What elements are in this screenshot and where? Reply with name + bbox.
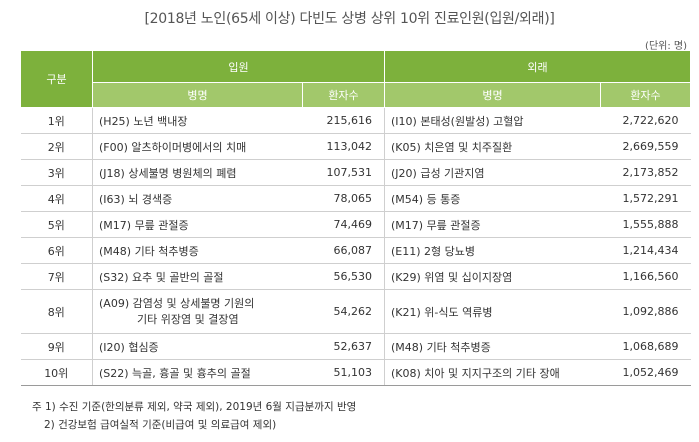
outpatient-disease-cell: (M48) 기타 척추병증 — [384, 333, 601, 360]
inpatient-count-cell: 78,065 — [302, 185, 385, 212]
disease-ranking-table: 구분 입원 외래 병명 환자수 병명 환자수 1위 (H25) 노년 백내장 2… — [20, 50, 691, 386]
outpatient-count-cell: 1,214,434 — [600, 237, 691, 264]
inpatient-header: 입원 — [92, 50, 385, 83]
inpatient-disease-cell: (A09) 감염성 및 상세불명 기원의 기타 위장염 및 결장염 — [92, 289, 303, 334]
inpatient-disease-cell: (M17) 무릎 관절증 — [92, 211, 303, 238]
outpatient-count-cell: 1,572,291 — [600, 185, 691, 212]
inpatient-disease-cell: (I63) 뇌 경색증 — [92, 185, 303, 212]
inpatient-count-cell: 51,103 — [302, 359, 385, 386]
outpatient-count-cell: 2,722,620 — [600, 107, 691, 134]
inpatient-count-cell: 52,637 — [302, 333, 385, 360]
rank-cell: 6위 — [20, 237, 93, 264]
table-row: 9위 (I20) 협심증 52,637 (M48) 기타 척추병증 1,068,… — [20, 333, 691, 360]
outpatient-disease-cell: (J20) 급성 기관지염 — [384, 159, 601, 186]
outpatient-disease-header: 병명 — [384, 82, 601, 108]
inpatient-disease-cell: (S22) 늑골, 흉골 및 흉추의 골절 — [92, 359, 303, 386]
rank-cell: 1위 — [20, 107, 93, 134]
inpatient-count-cell: 56,530 — [302, 263, 385, 290]
inpatient-count-cell: 66,087 — [302, 237, 385, 264]
inpatient-count-cell: 74,469 — [302, 211, 385, 238]
footnote-1: 주 1) 수진 기준(한의분류 제외, 약국 제외), 2019년 6월 지급분… — [32, 401, 357, 413]
outpatient-disease-cell: (K05) 치은염 및 치주질환 — [384, 133, 601, 160]
outpatient-disease-cell: (K21) 위-식도 역류병 — [384, 289, 601, 334]
outpatient-count-cell: 1,068,689 — [600, 333, 691, 360]
outpatient-count-cell: 1,092,886 — [600, 289, 691, 334]
rank-cell: 7위 — [20, 263, 93, 290]
disease-name-line: 기타 위장염 및 결장염 — [137, 312, 239, 326]
outpatient-disease-cell: (E11) 2형 당뇨병 — [384, 237, 601, 264]
outpatient-disease-cell: (K29) 위염 및 십이지장염 — [384, 263, 601, 290]
outpatient-count-cell: 1,555,888 — [600, 211, 691, 238]
inpatient-count-cell: 54,262 — [302, 289, 385, 334]
inpatient-count-cell: 215,616 — [302, 107, 385, 134]
table-row: 2위 (F00) 알츠하이머병에서의 치매 113,042 (K05) 치은염 … — [20, 133, 691, 160]
disease-name-line: (A09) 감염성 및 상세불명 기원의 — [99, 296, 255, 310]
inpatient-disease-header: 병명 — [92, 82, 303, 108]
inpatient-disease-cell: (S32) 요추 및 골반의 골절 — [92, 263, 303, 290]
outpatient-disease-cell: (M54) 등 통증 — [384, 185, 601, 212]
rank-cell: 3위 — [20, 159, 93, 186]
outpatient-patients-header: 환자수 — [600, 82, 691, 108]
table-row: 5위 (M17) 무릎 관절증 74,469 (M17) 무릎 관절증 1,55… — [20, 211, 691, 238]
outpatient-header: 외래 — [384, 50, 691, 83]
outpatient-count-cell: 1,166,560 — [600, 263, 691, 290]
footnote-2: 2) 건강보험 급여실적 기준(비급여 및 의료급여 제외) — [44, 419, 277, 431]
rank-cell: 8위 — [20, 289, 93, 334]
outpatient-count-cell: 2,669,559 — [600, 133, 691, 160]
inpatient-disease-cell: (M48) 기타 척추병증 — [92, 237, 303, 264]
inpatient-disease-cell: (H25) 노년 백내장 — [92, 107, 303, 134]
table-row: 10위 (S22) 늑골, 흉골 및 흉추의 골절 51,103 (K08) 치… — [20, 359, 691, 386]
rank-cell: 10위 — [20, 359, 93, 386]
footnotes: 주 1) 수진 기준(한의분류 제외, 약국 제외), 2019년 6월 지급분… — [32, 398, 356, 434]
rank-cell: 2위 — [20, 133, 93, 160]
unit-label: (단위: 명) — [645, 41, 687, 52]
inpatient-count-cell: 107,531 — [302, 159, 385, 186]
rank-cell: 9위 — [20, 333, 93, 360]
rank-header: 구분 — [20, 50, 93, 108]
inpatient-count-cell: 113,042 — [302, 133, 385, 160]
inpatient-disease-cell: (J18) 상세불명 병원체의 폐렴 — [92, 159, 303, 186]
inpatient-patients-header: 환자수 — [302, 82, 385, 108]
rank-cell: 4위 — [20, 185, 93, 212]
outpatient-count-cell: 1,052,469 — [600, 359, 691, 386]
outpatient-count-cell: 2,173,852 — [600, 159, 691, 186]
inpatient-disease-cell: (I20) 협심증 — [92, 333, 303, 360]
table-row: 4위 (I63) 뇌 경색증 78,065 (M54) 등 통증 1,572,2… — [20, 185, 691, 212]
rank-cell: 5위 — [20, 211, 93, 238]
outpatient-disease-cell: (K08) 치아 및 지지구조의 기타 장애 — [384, 359, 601, 386]
inpatient-disease-cell: (F00) 알츠하이머병에서의 치매 — [92, 133, 303, 160]
outpatient-disease-cell: (I10) 본태성(원발성) 고혈압 — [384, 107, 601, 134]
table-row: 3위 (J18) 상세불명 병원체의 폐렴 107,531 (J20) 급성 기… — [20, 159, 691, 186]
table-row: 6위 (M48) 기타 척추병증 66,087 (E11) 2형 당뇨병 1,2… — [20, 237, 691, 264]
table-row: 8위 (A09) 감염성 및 상세불명 기원의 기타 위장염 및 결장염 54,… — [20, 289, 691, 334]
page-title: [2018년 노인(65세 이상) 다빈도 상병 상위 10위 진료인원(입원/… — [144, 11, 555, 27]
table-row: 1위 (H25) 노년 백내장 215,616 (I10) 본태성(원발성) 고… — [20, 107, 691, 134]
outpatient-disease-cell: (M17) 무릎 관절증 — [384, 211, 601, 238]
table-row: 7위 (S32) 요추 및 골반의 골절 56,530 (K29) 위염 및 십… — [20, 263, 691, 290]
